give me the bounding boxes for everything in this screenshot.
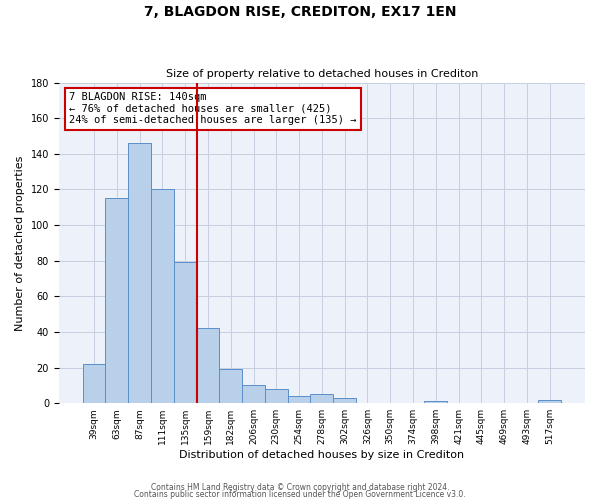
Bar [197,328,220,403]
Text: Contains public sector information licensed under the Open Government Licence v3: Contains public sector information licen… [134,490,466,499]
Bar [83,364,106,403]
Text: 7 BLAGDON RISE: 140sqm
← 76% of detached houses are smaller (425)
24% of semi-de: 7 BLAGDON RISE: 140sqm ← 76% of detached… [70,92,357,126]
Bar [151,190,174,403]
Bar [288,396,310,403]
Y-axis label: Number of detached properties: Number of detached properties [15,155,25,330]
X-axis label: Distribution of detached houses by size in Crediton: Distribution of detached houses by size … [179,450,464,460]
Bar [174,262,197,403]
Bar [128,143,151,403]
Title: Size of property relative to detached houses in Crediton: Size of property relative to detached ho… [166,69,478,79]
Bar [424,402,447,403]
Text: 7, BLAGDON RISE, CREDITON, EX17 1EN: 7, BLAGDON RISE, CREDITON, EX17 1EN [144,5,456,19]
Bar [310,394,333,403]
Text: Contains HM Land Registry data © Crown copyright and database right 2024.: Contains HM Land Registry data © Crown c… [151,484,449,492]
Bar [333,398,356,403]
Bar [220,370,242,403]
Bar [538,400,561,403]
Bar [265,389,288,403]
Bar [106,198,128,403]
Bar [242,386,265,403]
